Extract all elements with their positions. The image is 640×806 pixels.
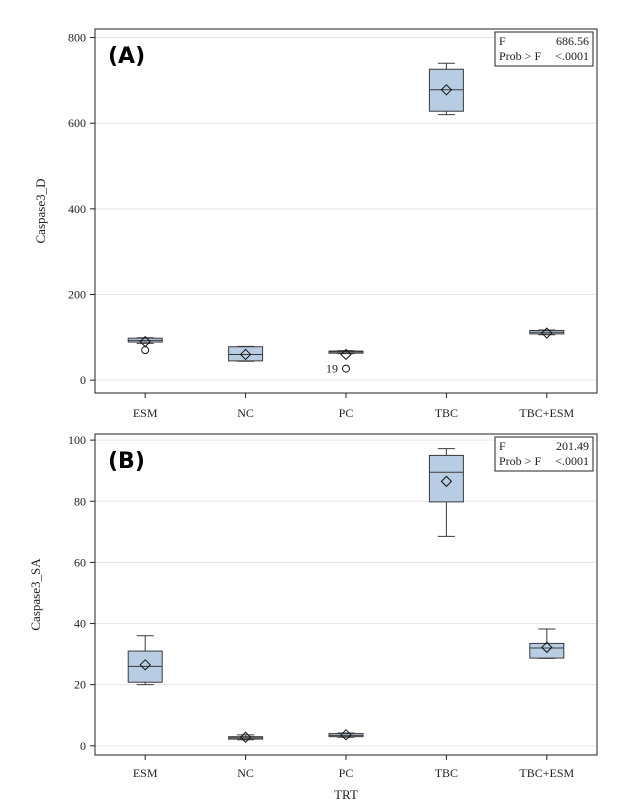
p-value-label: Prob > F	[499, 49, 541, 63]
stats-box	[494, 31, 594, 67]
x-tick-label: TBC+ESM	[519, 406, 574, 420]
outlier-point	[141, 346, 150, 355]
y-tick-label: 200	[68, 288, 86, 302]
outlier-point	[342, 364, 350, 373]
plot-frame	[94, 28, 598, 394]
y-tick-label: 80	[74, 494, 86, 508]
x-tick-label: NC	[237, 766, 254, 780]
iqr-box	[228, 346, 264, 362]
box-tbc	[428, 62, 464, 116]
y-tick-label: 60	[74, 555, 86, 569]
y-tick-label: 800	[68, 31, 86, 45]
f-stat-value: 201.49	[556, 439, 589, 453]
x-tick-label: PC	[339, 406, 354, 420]
box-tbc-esm	[529, 327, 565, 339]
p-value: <.0001	[555, 49, 589, 63]
stats-box	[494, 436, 594, 472]
y-tick-label: 40	[74, 617, 86, 631]
box-esm	[127, 635, 163, 686]
x-tick-label: TBC	[435, 406, 458, 420]
x-tick-label: ESM	[133, 766, 158, 780]
box-tbc-esm	[529, 628, 565, 659]
box-pc	[328, 729, 364, 741]
panel-b-boxplot: 0 20 40 60 80 100 ESM NC PC TBC TBC+ESM (B) F 201.49 P…	[28, 433, 598, 802]
box-tbc	[428, 448, 464, 537]
y-tick-label: 600	[68, 116, 86, 130]
outlier-label: 19	[326, 362, 338, 376]
mean-marker	[541, 641, 553, 654]
y-tick-label: 20	[74, 678, 86, 692]
mean-marker	[139, 659, 151, 671]
iqr-box	[529, 642, 565, 659]
panel-a-boxplot: 0 200 400 600 800 ESM NC PC TBC TBC+ESM 19 (A) F 686.…	[33, 28, 598, 420]
mean-marker	[239, 348, 252, 361]
x-tick-label: TBC	[435, 766, 458, 780]
x-axis-label: TRT	[334, 787, 358, 802]
mean-marker	[340, 348, 352, 361]
y-tick-label: 0	[80, 373, 86, 387]
x-tick-label: PC	[339, 766, 354, 780]
y-tick-label: 0	[80, 739, 86, 753]
box-nc	[228, 731, 264, 743]
x-tick-label: ESM	[133, 406, 158, 420]
y-axis-label: Caspase3_SA	[28, 558, 43, 631]
f-stat-value: 686.56	[556, 34, 589, 48]
y-tick-label: 100	[68, 433, 86, 447]
x-tick-label: NC	[237, 406, 254, 420]
box-nc	[228, 345, 264, 362]
mean-marker	[440, 475, 453, 488]
mean-marker	[239, 731, 252, 743]
mean-marker	[541, 327, 553, 339]
y-axis-label: Caspase3_D	[33, 179, 48, 244]
plot-frame	[94, 433, 598, 756]
y-tick-label: 400	[68, 202, 86, 216]
p-value: <.0001	[555, 454, 589, 468]
iqr-box	[428, 454, 464, 503]
f-stat-label: F	[499, 439, 506, 453]
x-tick-label: TBC+ESM	[519, 766, 574, 780]
mean-marker	[440, 84, 453, 96]
panel-label: (B)	[108, 449, 145, 474]
box-esm	[127, 335, 163, 348]
box-pc	[328, 348, 364, 361]
f-stat-label: F	[499, 34, 506, 48]
p-value-label: Prob > F	[499, 454, 541, 468]
panel-label: (A)	[108, 44, 145, 69]
mean-marker	[340, 729, 352, 741]
